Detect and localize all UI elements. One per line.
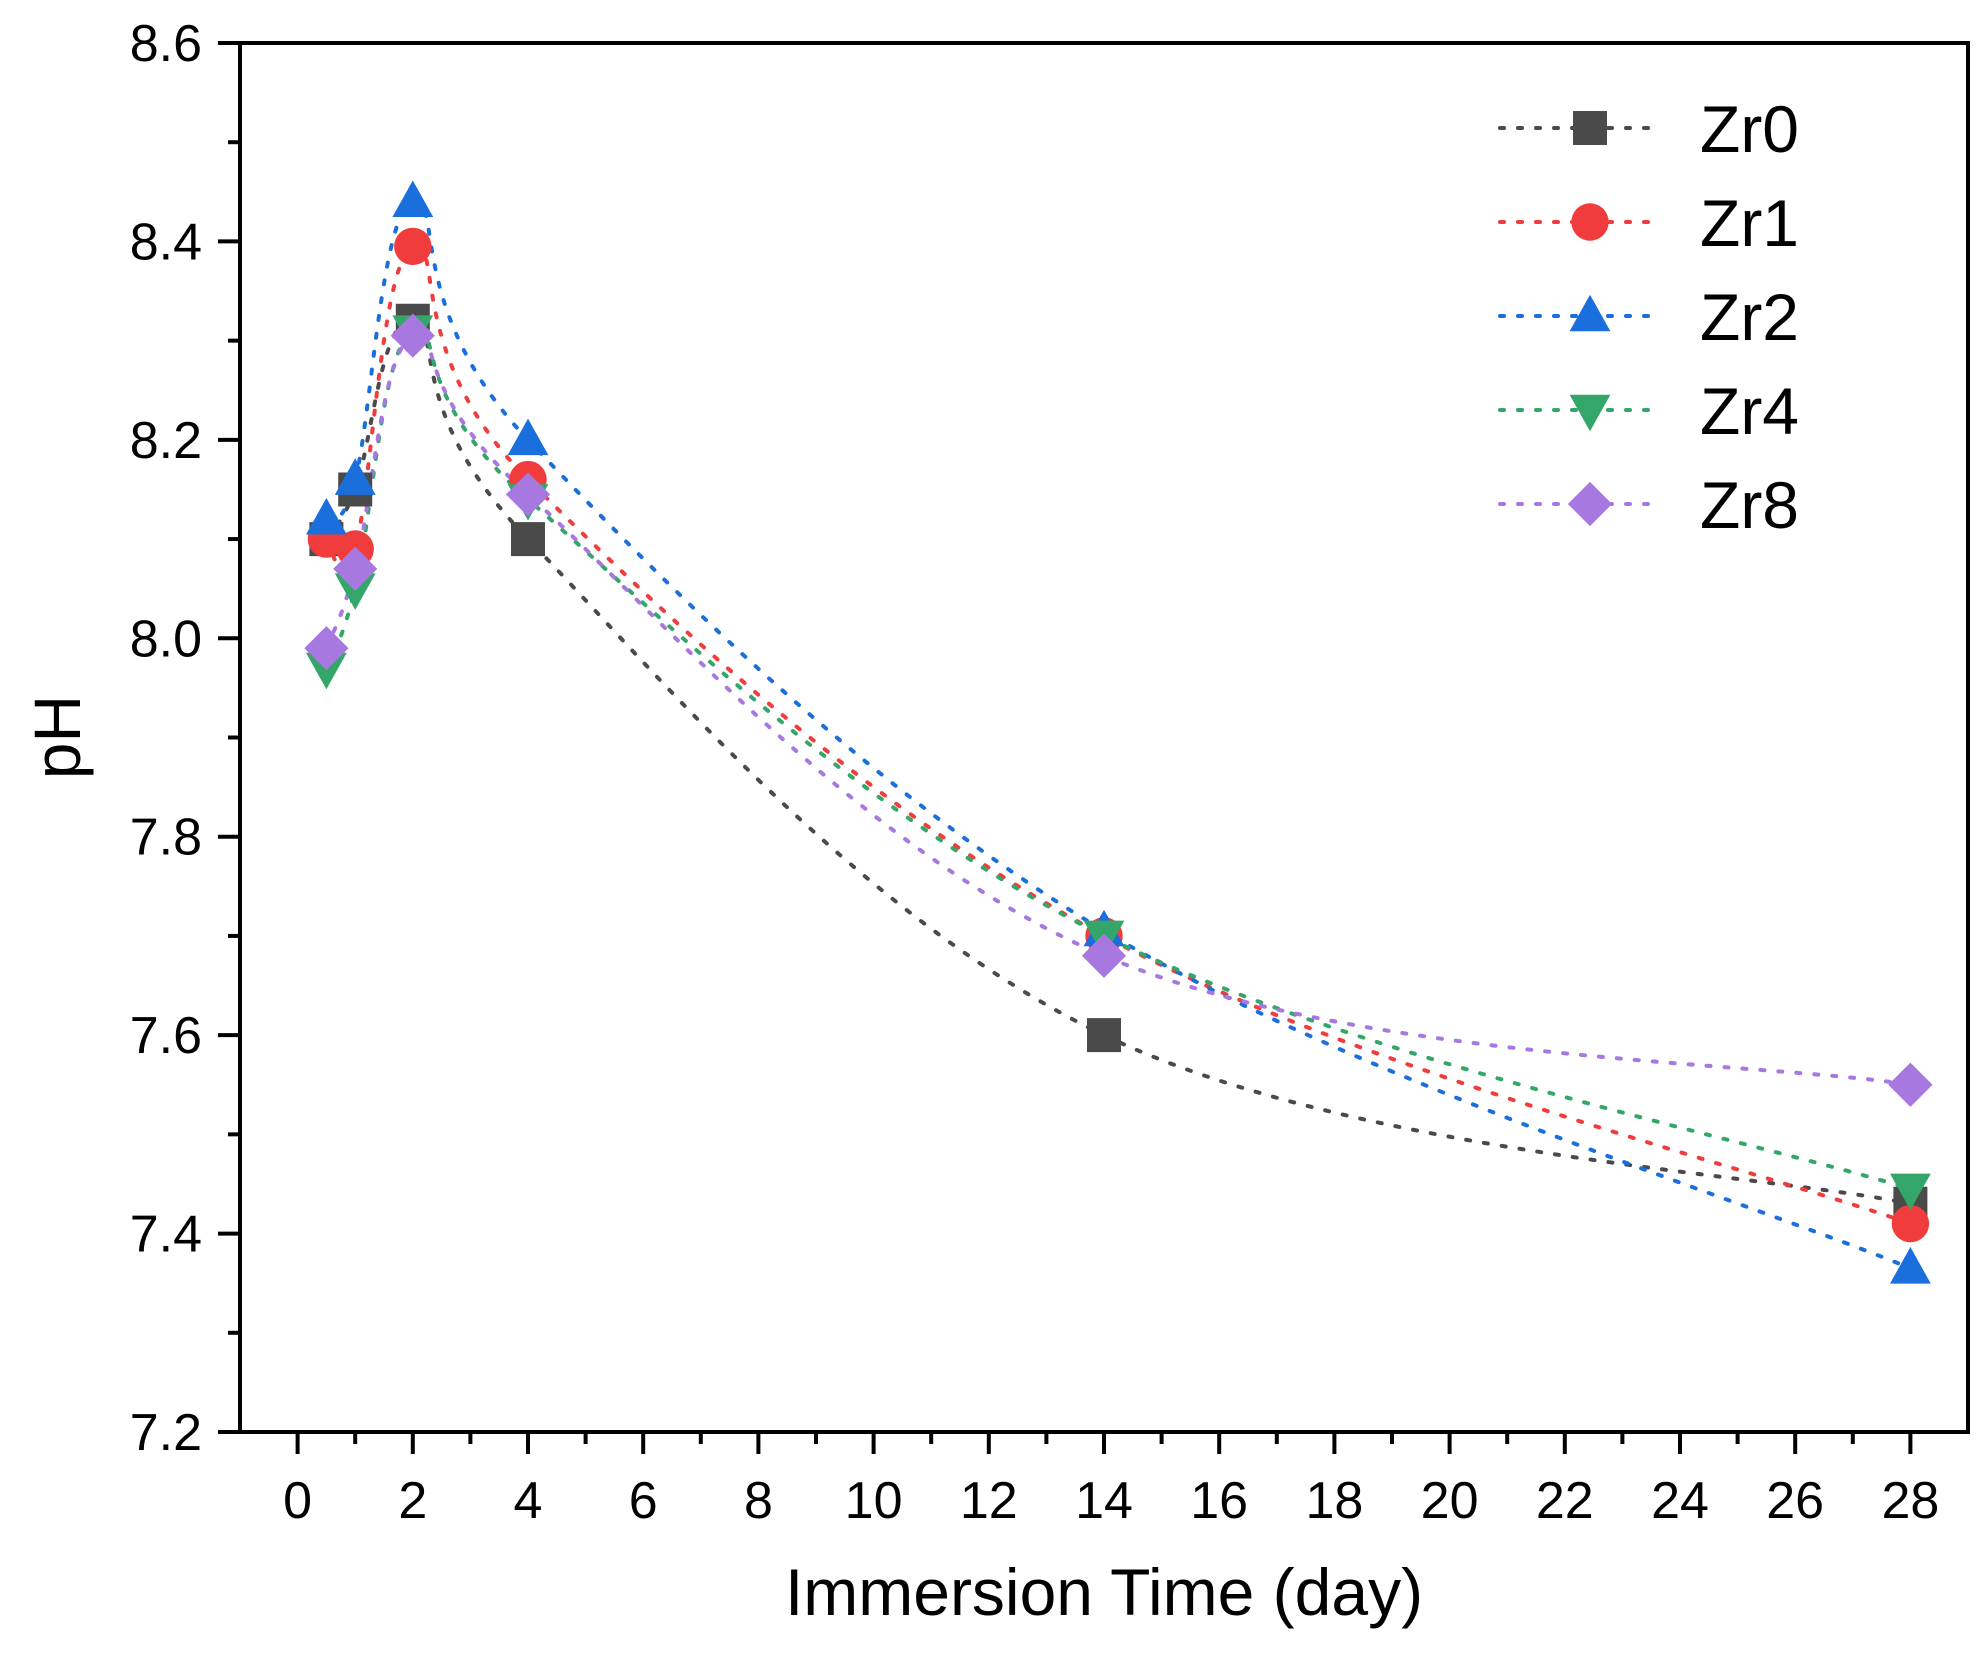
data-point-zr4-0: [306, 652, 347, 690]
data-point-zr1-2: [394, 227, 432, 266]
x-tick-label: 0: [283, 1472, 312, 1530]
series-line-zr2: [324, 199, 1913, 1271]
y-tick-label: 7.4: [130, 1206, 202, 1264]
legend-item-zr0: Zr0: [1498, 92, 1799, 166]
series-line-zr1: [324, 243, 1913, 1226]
legend-item-zr2: Zr2: [1498, 280, 1799, 354]
x-tick-label: 28: [1881, 1472, 1939, 1530]
data-point-zr2-3: [507, 418, 549, 456]
x-tick-label: 4: [514, 1472, 543, 1530]
y-tick-label: 7.2: [130, 1404, 202, 1462]
y-tick-label: 7.8: [130, 809, 202, 867]
legend-marker-zr2: [1569, 294, 1611, 332]
series-line-zr4: [324, 326, 1913, 1191]
legend-marker-zr8: [1567, 481, 1613, 527]
series-line-zr0: [324, 318, 1913, 1206]
legend-marker-zr4: [1569, 394, 1611, 432]
data-point-zr8-5: [1888, 1062, 1933, 1107]
x-tick-label: 22: [1536, 1472, 1594, 1530]
x-tick-label: 18: [1305, 1472, 1363, 1530]
data-point-zr0-4: [1087, 1018, 1121, 1053]
x-tick-label: 26: [1766, 1472, 1824, 1530]
data-point-zr8-0: [304, 626, 349, 671]
marker-layer: [304, 180, 1933, 1284]
data-point-zr2-2: [392, 180, 434, 218]
legend-item-zr8: Zr8: [1498, 468, 1799, 542]
x-tick-label: 24: [1651, 1472, 1709, 1530]
legend-label-zr2: Zr2: [1700, 280, 1799, 354]
series-layer: [324, 199, 1913, 1271]
legend-label-zr0: Zr0: [1700, 92, 1799, 166]
y-axis-ticks: 7.2 7.4 7.6 7.8 8.0 8.2 8.4 8.6: [130, 15, 240, 1462]
legend: Zr0 Zr1 Zr2 Zr4 Zr8: [1498, 92, 1799, 542]
legend-marker-zr1: [1571, 203, 1609, 241]
data-point-zr8-2: [390, 313, 435, 358]
x-tick-label: 6: [629, 1472, 658, 1530]
legend-label-zr1: Zr1: [1700, 186, 1799, 260]
data-point-zr1-5: [1891, 1204, 1930, 1243]
data-point-zr8-1: [333, 546, 378, 591]
x-tick-label: 14: [1075, 1472, 1133, 1530]
x-axis-ticks: 0 2 4 6 8 10 12 14 16 18 20 22 24 26 28: [283, 1432, 1939, 1530]
y-tick-label: 8.0: [130, 610, 202, 668]
x-tick-label: 16: [1190, 1472, 1248, 1530]
data-point-zr4-1: [334, 573, 376, 610]
data-point-zr2-1: [334, 458, 376, 495]
data-point-zr2-0: [306, 497, 347, 535]
y-tick-label: 8.6: [130, 15, 202, 73]
legend-item-zr1: Zr1: [1498, 186, 1799, 260]
legend-marker-zr0: [1573, 111, 1607, 145]
x-tick-label: 20: [1421, 1472, 1479, 1530]
data-point-zr4-5: [1890, 1173, 1931, 1211]
y-axis-title: pH: [20, 695, 94, 779]
y-tick-label: 7.6: [130, 1007, 202, 1065]
y-tick-label: 8.4: [130, 213, 202, 271]
y-tick-label: 8.2: [130, 412, 202, 470]
legend-label-zr8: Zr8: [1700, 468, 1799, 542]
x-axis-title: Immersion Time (day): [785, 1555, 1423, 1629]
legend-item-zr4: Zr4: [1498, 374, 1799, 448]
legend-label-zr4: Zr4: [1700, 374, 1799, 448]
data-point-zr0-3: [511, 522, 545, 557]
x-tick-label: 2: [398, 1472, 427, 1530]
series-line-zr8: [324, 331, 1913, 1087]
data-point-zr2-5: [1890, 1247, 1931, 1284]
x-tick-label: 8: [744, 1472, 773, 1530]
x-tick-label: 12: [960, 1472, 1018, 1530]
data-point-zr8-4: [1081, 933, 1127, 978]
x-tick-label: 10: [845, 1472, 903, 1530]
data-point-zr8-3: [505, 472, 551, 517]
